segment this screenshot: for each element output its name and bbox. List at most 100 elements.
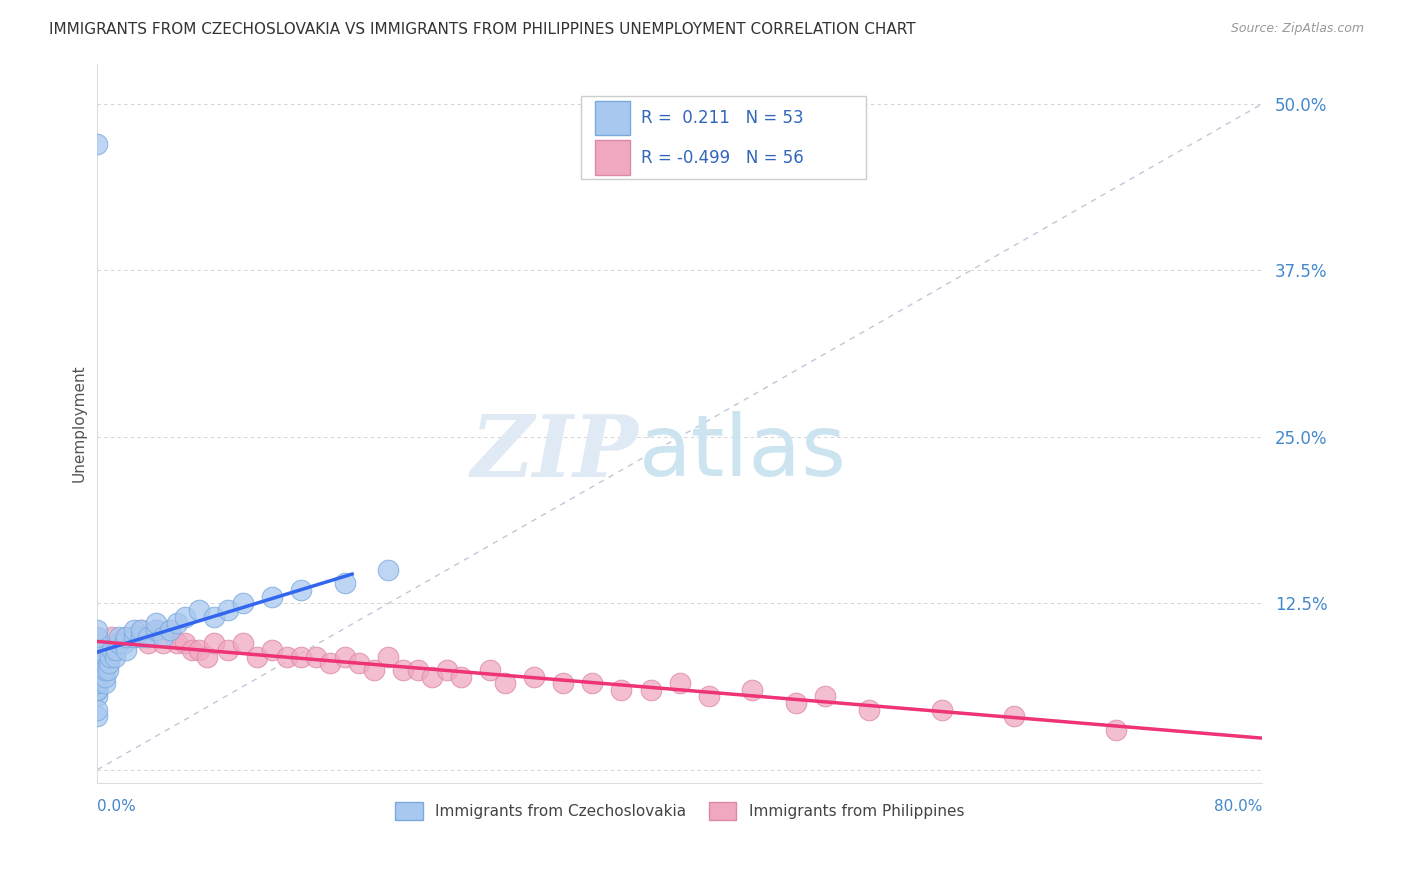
- Point: [86, 643, 108, 657]
- Point: [108, 636, 131, 650]
- Y-axis label: Unemployment: Unemployment: [72, 365, 86, 483]
- Point: [93, 643, 115, 657]
- Point: [152, 636, 174, 650]
- Text: R = -0.499   N = 56: R = -0.499 N = 56: [641, 149, 804, 167]
- Point: [112, 636, 135, 650]
- Point: [260, 590, 283, 604]
- Point: [181, 643, 204, 657]
- Point: [86, 682, 108, 697]
- Point: [93, 663, 115, 677]
- Point: [104, 649, 127, 664]
- Point: [86, 676, 108, 690]
- Point: [333, 649, 356, 664]
- Point: [86, 669, 108, 683]
- Point: [108, 636, 131, 650]
- Point: [246, 649, 269, 664]
- Point: [86, 703, 108, 717]
- Point: [86, 636, 108, 650]
- Text: IMMIGRANTS FROM CZECHOSLOVAKIA VS IMMIGRANTS FROM PHILIPPINES UNEMPLOYMENT CORRE: IMMIGRANTS FROM CZECHOSLOVAKIA VS IMMIGR…: [49, 22, 915, 37]
- Point: [166, 616, 188, 631]
- Point: [217, 603, 239, 617]
- Point: [145, 623, 167, 637]
- Point: [86, 657, 108, 671]
- FancyBboxPatch shape: [595, 101, 630, 136]
- Point: [108, 630, 131, 644]
- Point: [115, 630, 138, 644]
- Point: [260, 643, 283, 657]
- Text: ZIP: ZIP: [471, 410, 638, 494]
- Point: [86, 636, 108, 650]
- Point: [86, 663, 108, 677]
- Point: [319, 657, 342, 671]
- Point: [406, 663, 429, 677]
- Point: [188, 643, 211, 657]
- Point: [377, 649, 399, 664]
- Point: [86, 136, 108, 151]
- Point: [1004, 709, 1026, 723]
- Point: [122, 630, 145, 644]
- Point: [86, 623, 108, 637]
- Text: atlas: atlas: [638, 411, 846, 494]
- Text: Source: ZipAtlas.com: Source: ZipAtlas.com: [1230, 22, 1364, 36]
- Point: [523, 669, 546, 683]
- Point: [1105, 723, 1128, 737]
- Point: [276, 649, 298, 664]
- Point: [349, 657, 371, 671]
- Point: [86, 643, 108, 657]
- Point: [115, 643, 138, 657]
- Point: [98, 649, 121, 664]
- Point: [741, 682, 763, 697]
- Point: [145, 623, 167, 637]
- Point: [100, 649, 122, 664]
- Point: [145, 616, 167, 631]
- Point: [931, 703, 953, 717]
- Point: [96, 663, 118, 677]
- Point: [86, 657, 108, 671]
- Point: [136, 636, 159, 650]
- Point: [173, 636, 195, 650]
- Point: [86, 676, 108, 690]
- Point: [553, 676, 575, 690]
- Point: [86, 682, 108, 697]
- Point: [814, 690, 837, 704]
- Point: [86, 630, 108, 644]
- Point: [640, 682, 662, 697]
- Point: [129, 623, 152, 637]
- Point: [93, 676, 115, 690]
- Point: [450, 669, 472, 683]
- Point: [129, 623, 152, 637]
- Point: [86, 649, 108, 664]
- Point: [494, 676, 516, 690]
- Point: [420, 669, 443, 683]
- Legend: Immigrants from Czechoslovakia, Immigrants from Philippines: Immigrants from Czechoslovakia, Immigran…: [389, 796, 970, 826]
- Point: [697, 690, 720, 704]
- Point: [217, 643, 239, 657]
- FancyBboxPatch shape: [595, 140, 630, 175]
- Point: [173, 609, 195, 624]
- Point: [93, 669, 115, 683]
- Point: [290, 582, 312, 597]
- Point: [785, 696, 807, 710]
- Point: [479, 663, 502, 677]
- Point: [581, 676, 603, 690]
- Point: [363, 663, 385, 677]
- Point: [152, 630, 174, 644]
- Point: [86, 649, 108, 664]
- Point: [232, 636, 254, 650]
- Point: [86, 663, 108, 677]
- Point: [333, 576, 356, 591]
- Point: [122, 630, 145, 644]
- Point: [377, 563, 399, 577]
- Point: [202, 609, 225, 624]
- Text: R =  0.211   N = 53: R = 0.211 N = 53: [641, 109, 804, 127]
- Point: [86, 669, 108, 683]
- Point: [86, 676, 108, 690]
- Point: [86, 669, 108, 683]
- Text: 80.0%: 80.0%: [1213, 799, 1263, 814]
- Point: [202, 636, 225, 650]
- Point: [858, 703, 880, 717]
- FancyBboxPatch shape: [581, 96, 866, 179]
- Point: [86, 690, 108, 704]
- Point: [122, 623, 145, 637]
- Point: [610, 682, 633, 697]
